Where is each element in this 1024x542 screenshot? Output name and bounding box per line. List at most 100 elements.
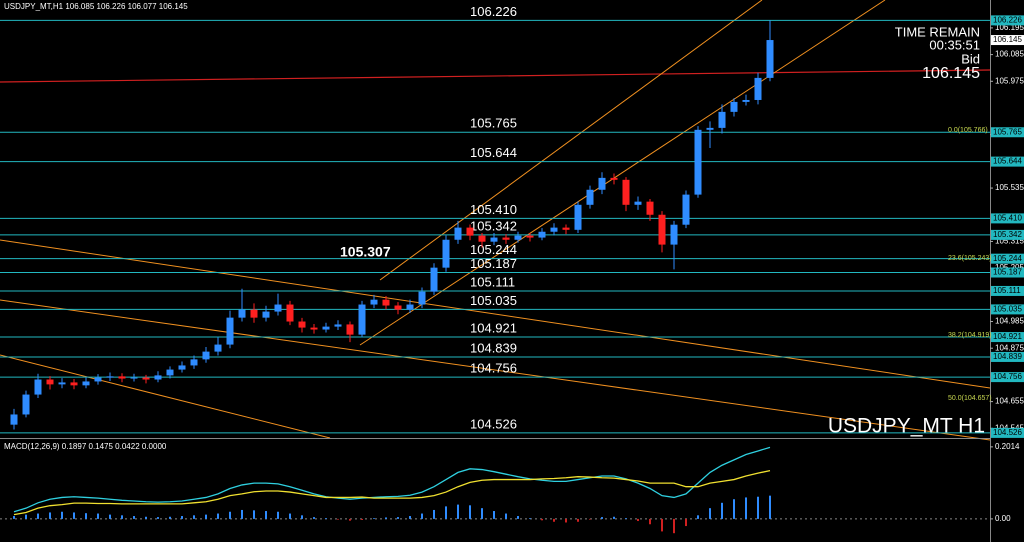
y-tick-label: 105.315 (995, 237, 1024, 246)
candle-body (166, 369, 174, 376)
level-box (991, 427, 1024, 438)
level-label: 105.111 (470, 274, 515, 289)
channel-line (0, 239, 991, 389)
candle-body (766, 40, 774, 78)
macd-line (13, 446, 771, 513)
level-box (991, 351, 1024, 362)
level-box (991, 267, 1024, 278)
level-box (991, 285, 1024, 296)
level-box (991, 127, 1024, 138)
level-box (991, 156, 1024, 167)
level-box-label: 104.921 (993, 332, 1022, 341)
y-tick-label: 106.085 (995, 50, 1024, 59)
candle-body (94, 377, 102, 382)
candle-body (478, 235, 486, 242)
bid-label: Bid (961, 51, 980, 66)
candle-body (286, 304, 294, 322)
price-annotation: 105.307 (340, 244, 391, 260)
level-box-label: 105.111 (993, 286, 1021, 295)
level-box-label: 105.765 (993, 127, 1022, 136)
time-remain: 00:35:51 (929, 37, 980, 52)
macd-line (13, 469, 771, 516)
fib-label: 0.0(105.766) (948, 127, 988, 134)
bid-price: 106.145 (922, 65, 980, 82)
candle-body (550, 227, 558, 232)
candle-body (598, 177, 606, 190)
drawings (0, 0, 991, 542)
candle-body (46, 379, 54, 385)
trend-line (0, 69, 991, 83)
channel-line (0, 299, 991, 441)
candle-body (430, 267, 438, 292)
level-box-label: 106.226 (993, 15, 1022, 24)
level-box (991, 253, 1024, 264)
candle-body (682, 194, 690, 225)
candle-body (298, 321, 306, 328)
level-label: 104.921 (470, 320, 517, 335)
level-label: 105.187 (470, 256, 517, 271)
candle-body (178, 365, 186, 370)
fib-label: 38.2(104.919) (948, 332, 992, 339)
channel-line (379, 0, 763, 281)
candle-body (154, 375, 162, 380)
level-label: 105.342 (470, 218, 517, 233)
candle-body (82, 381, 90, 386)
candle-body (370, 299, 378, 305)
candle-body (142, 377, 150, 380)
level-label: 105.765 (470, 116, 517, 131)
watermark: USDJPY_MT H1 (828, 415, 985, 438)
candle-body (34, 379, 42, 395)
y-tick-label: 104.655 (995, 397, 1024, 406)
candle-body (118, 376, 126, 379)
candle-body (610, 177, 618, 180)
y-tick-label: 105.535 (995, 183, 1024, 192)
level-box-label: 104.756 (993, 372, 1022, 381)
candle-body (754, 77, 762, 100)
level-box-label: 104.526 (993, 428, 1022, 437)
fib-label: 50.0(104.657) (948, 395, 992, 402)
candle-body (418, 291, 426, 305)
level-label: 105.035 (470, 293, 517, 308)
candle-body (670, 224, 678, 245)
y-tick-label: 106.195 (995, 23, 1024, 32)
candle-body (274, 304, 282, 312)
candle-body (502, 237, 510, 240)
level-box-label: 105.035 (993, 304, 1022, 313)
level-box (991, 213, 1024, 224)
level-label: 105.410 (470, 202, 517, 217)
level-box (991, 229, 1024, 240)
candle-body (250, 309, 258, 318)
channel-line (359, 0, 886, 346)
time-remain-label: TIME REMAIN (895, 24, 980, 39)
candle-body (238, 309, 246, 318)
candle-body (262, 311, 270, 318)
candle-body (394, 305, 402, 310)
candle-body (106, 376, 114, 378)
candle-body (694, 129, 702, 195)
candle-body (526, 235, 534, 238)
y-tick-label: 0.2014 (995, 442, 1020, 451)
candle-body (658, 214, 666, 245)
level-label: 104.526 (470, 416, 517, 431)
candle-body (706, 127, 714, 130)
candle-body (490, 237, 498, 242)
level-box (991, 304, 1024, 315)
level-box (991, 332, 1024, 343)
y-tick-label: 105.975 (995, 76, 1024, 85)
candle-body (70, 382, 78, 386)
level-box-label: 105.187 (993, 268, 1022, 277)
candle-body (538, 231, 546, 238)
candle-body (442, 239, 450, 268)
level-box (991, 372, 1024, 383)
macd-title: MACD(12,26,9) 0.1897 0.1475 0.0422 0.000… (4, 442, 167, 451)
candle-body (22, 394, 30, 415)
candle-body (190, 359, 198, 366)
level-label: 104.756 (470, 361, 517, 376)
candle-body (742, 99, 750, 102)
level-box-label: 105.244 (993, 254, 1022, 263)
candle-body (622, 179, 630, 205)
candle-body (718, 111, 726, 128)
